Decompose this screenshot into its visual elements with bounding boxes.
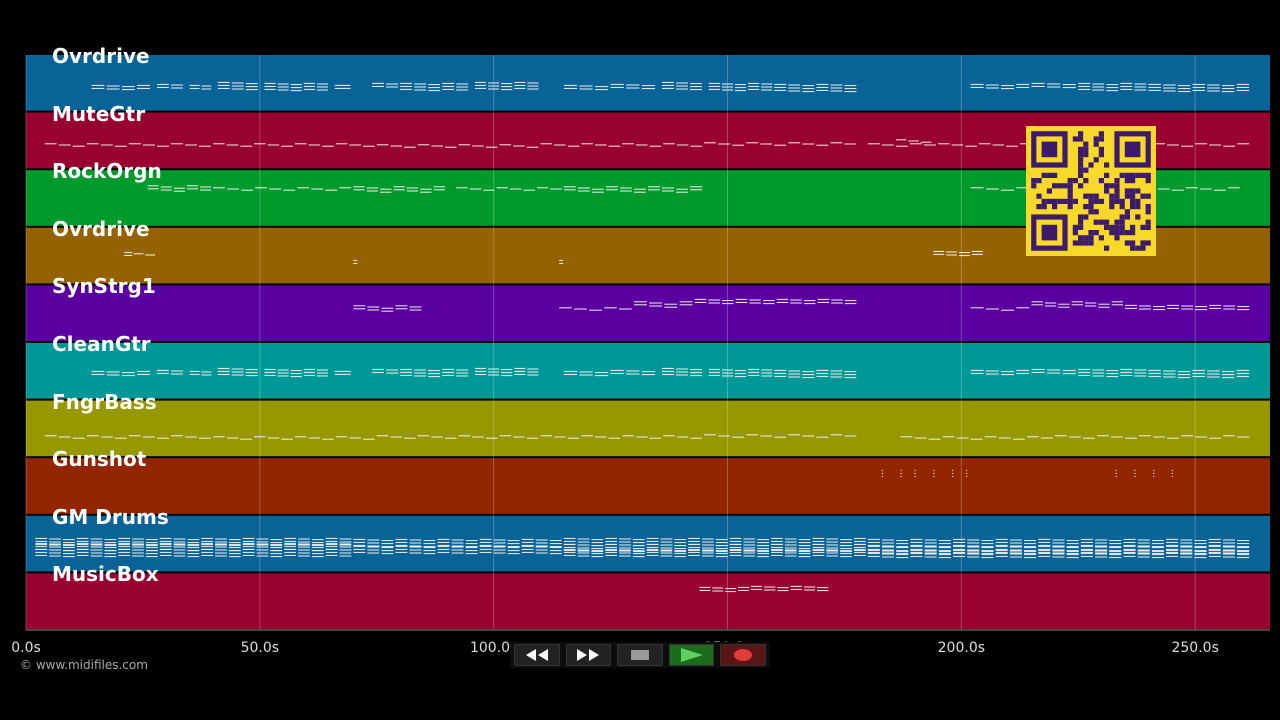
track-notes (35, 537, 1250, 559)
track-notes (91, 367, 1250, 379)
play-button[interactable] (668, 644, 715, 666)
record-button[interactable] (720, 644, 766, 666)
track-label: GM Drums (52, 504, 169, 529)
track-lane (26, 515, 1270, 572)
track-lane (26, 55, 1270, 111)
track-notes (699, 585, 829, 593)
track-notes (124, 250, 983, 264)
transport-bar (510, 642, 770, 668)
track-lane (26, 400, 1270, 457)
record-icon (734, 649, 753, 661)
track-lane (26, 573, 1270, 629)
x-tick-label: 200.0s (937, 640, 986, 656)
track-notes (353, 298, 1250, 312)
track-notes (881, 469, 1173, 477)
qr-code-icon (1026, 126, 1156, 256)
copyright-text: © www.midifiles.com (20, 658, 148, 672)
track-label: FngrBass (52, 389, 157, 414)
track-notes (91, 81, 1250, 93)
track-label: Gunshot (52, 447, 147, 472)
track-lane (26, 285, 1270, 341)
fast-forward-icon (577, 649, 600, 661)
rewind-button[interactable] (514, 644, 560, 666)
track-label: CleanGtr (52, 332, 151, 356)
fast-forward-button[interactable] (565, 644, 612, 666)
play-icon (680, 648, 703, 662)
x-tick-label: 100.0s (469, 640, 518, 656)
track-label: Ovrdrive (52, 44, 150, 68)
stop-icon (630, 650, 649, 660)
x-tick-label: 0.0s (11, 640, 41, 656)
track-label: MusicBox (52, 562, 159, 587)
track-notes (44, 434, 1250, 440)
track-lane (26, 343, 1270, 399)
track-label: RockOrgn (52, 159, 162, 184)
x-tick-label: 50.0s (240, 640, 280, 656)
stop-button[interactable] (617, 644, 663, 666)
track-label: Ovrdrive (52, 216, 150, 241)
x-tick-label: 250.0s (1171, 640, 1219, 656)
track-lane (26, 458, 1270, 514)
track-label: SynStrg1 (52, 274, 156, 299)
track-label: MuteGtr (52, 101, 146, 126)
rewind-icon (525, 649, 548, 661)
